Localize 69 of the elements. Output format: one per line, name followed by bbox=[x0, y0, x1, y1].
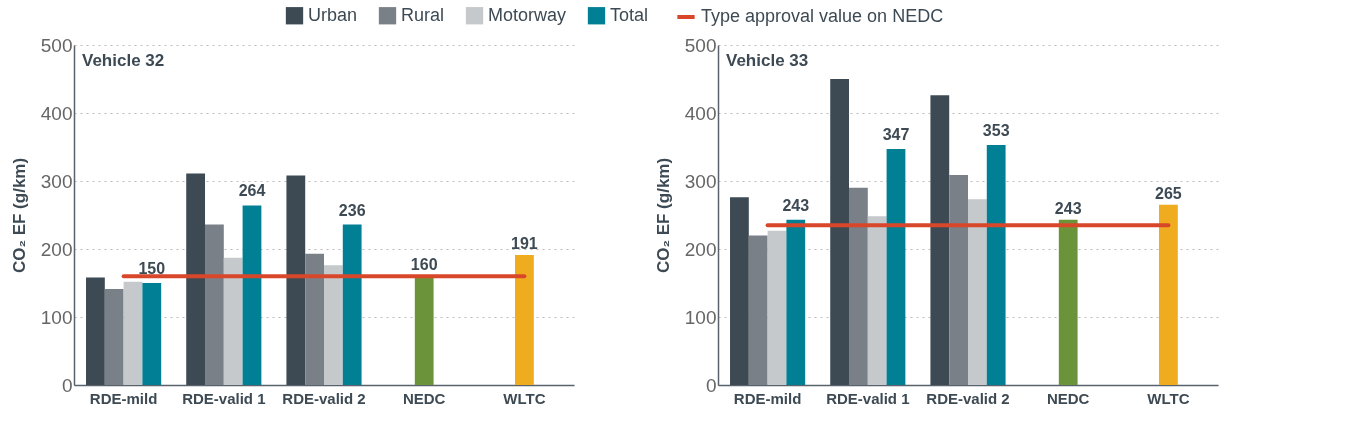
legend-label: Total bbox=[610, 4, 649, 25]
data-label: 243 bbox=[1054, 199, 1082, 217]
y-tick-label: 400 bbox=[684, 102, 717, 124]
bar bbox=[342, 224, 362, 385]
bar bbox=[286, 175, 306, 385]
bar bbox=[515, 255, 534, 385]
x-tick-label: WLTC bbox=[1147, 389, 1190, 407]
data-label: 264 bbox=[238, 182, 266, 200]
bar bbox=[324, 265, 343, 385]
bar bbox=[305, 253, 324, 385]
bar bbox=[414, 276, 434, 385]
y-tick-label: 300 bbox=[684, 170, 717, 192]
y-tick-label: 400 bbox=[40, 102, 73, 124]
bar bbox=[242, 205, 262, 385]
bar bbox=[786, 219, 806, 385]
y-tick-label: 200 bbox=[40, 238, 73, 260]
y-axis-title: CO₂ EF (g/km) bbox=[9, 157, 29, 274]
y-tick-label: 0 bbox=[705, 374, 717, 396]
bar bbox=[205, 224, 224, 385]
x-tick-label: RDE-valid 1 bbox=[826, 389, 910, 407]
bar bbox=[767, 230, 787, 385]
bar bbox=[223, 257, 243, 385]
bar bbox=[104, 289, 124, 385]
y-tick-label: 200 bbox=[684, 238, 717, 260]
legend-label: Type approval value on NEDC bbox=[701, 6, 944, 26]
legend-label: Urban bbox=[308, 4, 358, 25]
x-tick-label: NEDC bbox=[1046, 389, 1090, 407]
bar bbox=[986, 144, 1006, 385]
bar bbox=[867, 216, 887, 385]
y-tick-label: 300 bbox=[40, 170, 73, 192]
y-tick-label: 100 bbox=[40, 306, 73, 328]
bar bbox=[949, 174, 968, 385]
bar bbox=[730, 197, 749, 385]
x-tick-label: RDE-mild bbox=[89, 389, 158, 407]
bar bbox=[968, 199, 987, 385]
bar bbox=[849, 187, 868, 385]
x-tick-label: RDE-valid 2 bbox=[926, 389, 1010, 407]
legend-label: Rural bbox=[401, 4, 445, 25]
chart-title: Vehicle 32 bbox=[82, 51, 165, 70]
bar bbox=[930, 95, 950, 385]
data-label: 160 bbox=[410, 256, 438, 274]
bar bbox=[1058, 219, 1078, 385]
x-tick-label: NEDC bbox=[402, 389, 446, 407]
y-tick-label: 500 bbox=[684, 34, 717, 56]
bar bbox=[1159, 204, 1178, 385]
x-tick-label: RDE-mild bbox=[733, 389, 802, 407]
y-tick-label: 500 bbox=[40, 34, 73, 56]
data-label: 265 bbox=[1155, 184, 1182, 202]
bar bbox=[186, 173, 206, 385]
x-tick-label: RDE-valid 2 bbox=[282, 389, 366, 407]
bar bbox=[86, 277, 105, 385]
y-axis-title: CO₂ EF (g/km) bbox=[653, 157, 673, 274]
data-label: 347 bbox=[882, 126, 910, 144]
bar bbox=[142, 283, 162, 385]
data-label: 243 bbox=[782, 196, 810, 214]
y-tick-label: 0 bbox=[61, 374, 73, 396]
y-tick-label: 100 bbox=[684, 306, 717, 328]
chart-title: Vehicle 33 bbox=[726, 51, 809, 70]
bar bbox=[748, 235, 768, 385]
legend-label: Motorway bbox=[488, 4, 567, 25]
bar bbox=[830, 79, 850, 385]
x-tick-label: WLTC bbox=[503, 389, 546, 407]
data-label: 150 bbox=[138, 260, 166, 277]
data-label: 191 bbox=[511, 235, 538, 253]
bar bbox=[123, 281, 143, 385]
x-tick-label: RDE-valid 1 bbox=[182, 389, 266, 407]
data-label: 236 bbox=[338, 201, 366, 219]
data-label: 353 bbox=[982, 121, 1010, 139]
bar bbox=[886, 149, 906, 385]
